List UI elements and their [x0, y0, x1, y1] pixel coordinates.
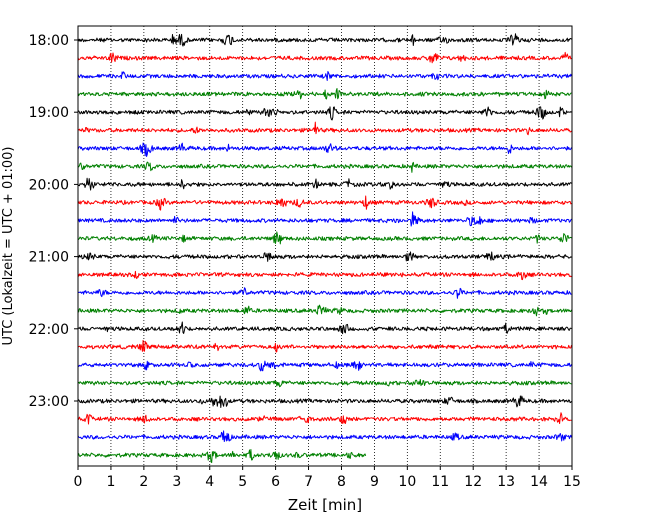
x-tick-label: 0	[74, 474, 83, 490]
x-tick-label: 13	[497, 474, 515, 490]
y-axis-label: UTC (Lokalzeit = UTC + 01:00)	[1, 147, 16, 346]
series-line	[77, 304, 572, 317]
series-line	[77, 395, 572, 408]
series-line	[77, 121, 572, 136]
x-tick-label: 10	[398, 474, 416, 490]
series-line	[77, 287, 572, 299]
x-tick-label: 12	[464, 474, 482, 490]
series-line	[77, 231, 572, 245]
series-line	[77, 412, 572, 425]
x-tick-label: 1	[106, 474, 115, 490]
series-line	[77, 161, 572, 173]
x-tick-label: 8	[337, 474, 346, 490]
series-line	[77, 142, 572, 157]
y-axis: 18:00 19:00 20:00 21:00 22:00 23:00	[29, 33, 78, 410]
x-tick-label: 9	[370, 474, 379, 490]
x-tick-label: 5	[238, 474, 247, 490]
series-line	[77, 270, 572, 281]
x-tick-label: 15	[563, 474, 581, 490]
series-line	[77, 251, 572, 262]
y-tick-label: 22:00	[29, 322, 69, 338]
y-tick-label: 18:00	[29, 33, 69, 49]
series-line	[77, 33, 572, 47]
grid-lines	[110, 26, 540, 466]
x-tick-label: 7	[304, 474, 313, 490]
series-line	[77, 88, 572, 100]
x-tick-label: 6	[271, 474, 280, 490]
series-line	[77, 360, 572, 372]
x-tick-label: 3	[172, 474, 181, 490]
series-line	[77, 339, 572, 353]
y-tick-label: 19:00	[29, 105, 69, 121]
series-line	[77, 71, 572, 81]
series-line	[77, 211, 572, 227]
x-tick-label: 11	[431, 474, 449, 490]
series-line	[77, 51, 572, 64]
series-line	[77, 177, 572, 191]
seismic-traces	[77, 33, 572, 464]
series-line	[77, 449, 367, 464]
plot-frame	[77, 25, 573, 467]
y-tick-label: 23:00	[29, 394, 69, 410]
x-tick-label: 2	[139, 474, 148, 490]
series-line	[77, 106, 572, 121]
y-tick-label: 21:00	[29, 250, 69, 266]
x-axis-label: Zeit [min]	[288, 496, 362, 514]
y-tick-label: 20:00	[29, 177, 69, 193]
series-line	[77, 195, 572, 211]
x-tick-label: 14	[530, 474, 548, 490]
series-line	[77, 379, 572, 388]
series-line	[77, 430, 572, 443]
x-axis: 0 1 2 3 4 5 6 7 8 9 10 11 12 13 14 15	[74, 466, 581, 490]
series-line	[77, 321, 572, 335]
x-tick-label: 4	[205, 474, 214, 490]
